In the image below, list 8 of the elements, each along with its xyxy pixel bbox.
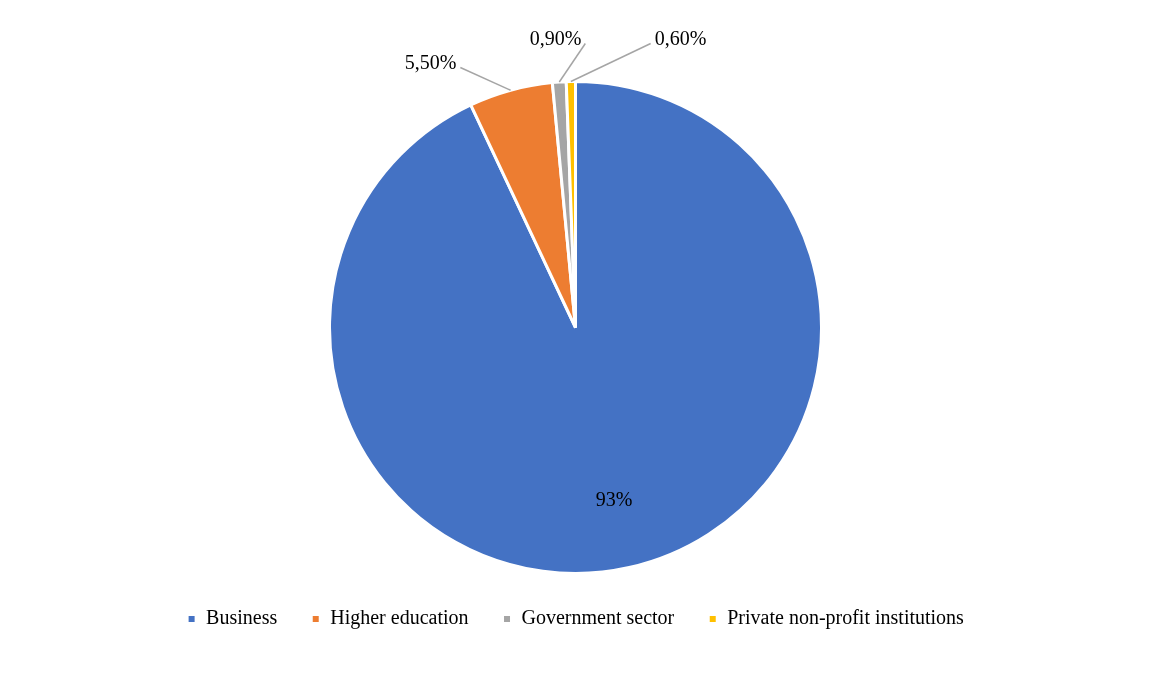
legend-label: Business	[206, 606, 278, 629]
legend-label: Higher education	[330, 606, 469, 630]
legend-label: Government sector	[521, 606, 675, 629]
data-label: 93%	[595, 487, 633, 510]
data-label: 5,50%	[404, 50, 457, 73]
legend-label: Private non-profit institutions	[727, 606, 965, 630]
data-label: 0,90%	[529, 26, 582, 49]
data-label: 0,60%	[654, 26, 707, 49]
